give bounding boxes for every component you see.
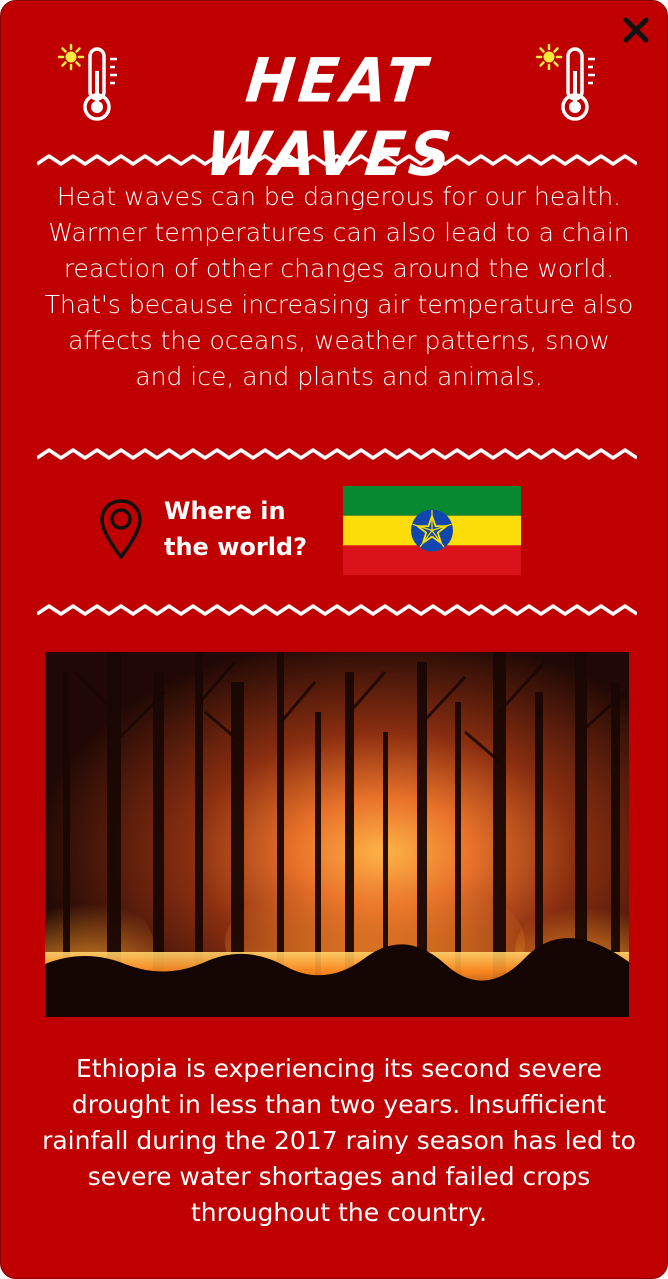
location-row: Where in the world? xyxy=(1,481,667,581)
map-pin-icon xyxy=(100,499,142,559)
thermometer-sun-icon xyxy=(535,43,595,121)
zigzag-divider xyxy=(37,604,637,616)
forest-fire-photo xyxy=(45,652,629,1017)
thermometer-sun-icon xyxy=(57,43,117,121)
title-row: HEAT WAVES xyxy=(1,39,667,189)
close-icon[interactable] xyxy=(621,15,651,45)
outro-text: Ethiopia is experiencing its second seve… xyxy=(42,1054,636,1227)
where-in-the-world-label: Where in the world? xyxy=(164,497,308,561)
ethiopia-flag xyxy=(343,486,521,575)
intro-text: Heat waves can be dangerous for our heal… xyxy=(44,182,634,391)
zigzag-divider xyxy=(37,448,637,460)
page-title: HEAT WAVES xyxy=(201,44,459,190)
zigzag-divider xyxy=(37,154,637,166)
